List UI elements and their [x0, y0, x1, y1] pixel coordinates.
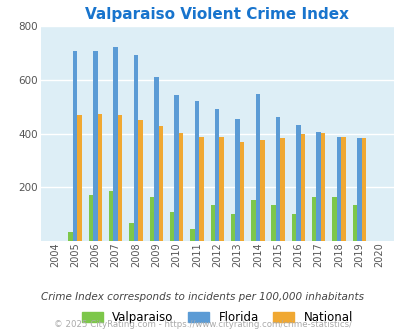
Bar [129, 223, 134, 241]
Legend: Valparaiso, Florida, National: Valparaiso, Florida, National [81, 311, 352, 324]
Bar [93, 50, 98, 241]
Bar [311, 197, 316, 241]
Bar [210, 205, 215, 241]
Bar [98, 114, 102, 241]
Bar [271, 205, 275, 241]
Bar [235, 118, 239, 241]
Bar [215, 109, 219, 241]
Bar [340, 137, 345, 241]
Bar [219, 137, 224, 241]
Bar [300, 134, 305, 241]
Bar [154, 77, 158, 241]
Bar [361, 138, 365, 241]
Bar [331, 197, 336, 241]
Bar [88, 195, 93, 241]
Bar [170, 212, 174, 241]
Text: Crime Index corresponds to incidents per 100,000 inhabitants: Crime Index corresponds to incidents per… [41, 292, 364, 302]
Bar [73, 50, 77, 241]
Bar [259, 140, 264, 241]
Bar [113, 47, 118, 241]
Title: Valparaiso Violent Crime Index: Valparaiso Violent Crime Index [85, 8, 348, 22]
Bar [296, 125, 300, 241]
Bar [68, 232, 73, 241]
Bar [194, 101, 199, 241]
Bar [190, 229, 194, 241]
Bar [109, 191, 113, 241]
Bar [356, 138, 361, 241]
Bar [279, 138, 284, 241]
Bar [118, 115, 122, 241]
Bar [255, 94, 260, 241]
Bar [138, 120, 142, 241]
Bar [199, 137, 203, 241]
Bar [230, 214, 234, 241]
Bar [352, 205, 356, 241]
Bar [134, 54, 138, 241]
Bar [336, 137, 341, 241]
Text: © 2025 CityRating.com - https://www.cityrating.com/crime-statistics/: © 2025 CityRating.com - https://www.city… [54, 320, 351, 329]
Bar [275, 117, 279, 241]
Bar [158, 126, 162, 241]
Bar [316, 132, 320, 241]
Bar [174, 95, 178, 241]
Bar [239, 142, 244, 241]
Bar [149, 197, 154, 241]
Bar [291, 214, 295, 241]
Bar [77, 115, 81, 241]
Bar [320, 133, 325, 241]
Bar [250, 200, 255, 241]
Bar [178, 133, 183, 241]
